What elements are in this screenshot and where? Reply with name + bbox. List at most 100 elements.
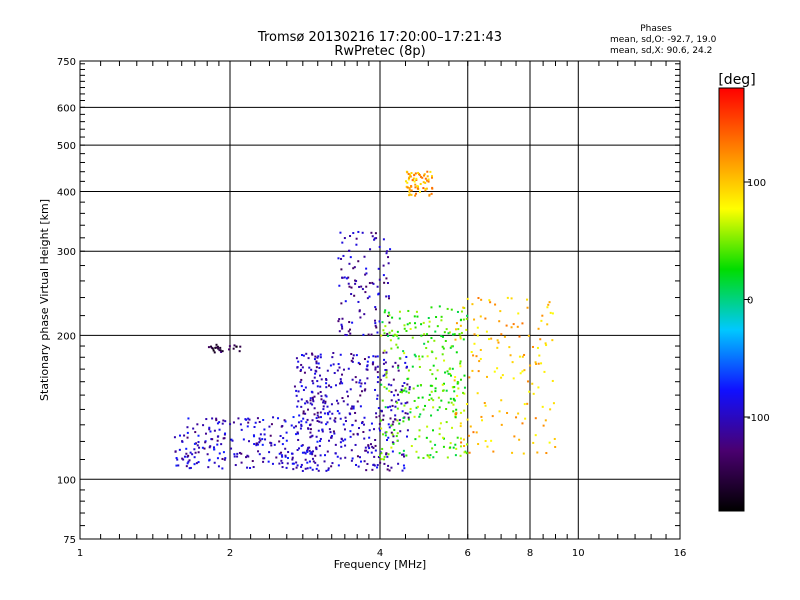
data-point [286,462,289,465]
data-point [350,352,353,355]
data-point [300,398,303,401]
data-point [367,444,370,447]
data-point [385,452,388,455]
data-point [442,437,445,440]
data-point [305,352,308,355]
data-point [395,400,398,403]
data-point [336,455,339,458]
data-point [280,454,283,457]
data-point [298,447,301,450]
data-point [297,438,300,441]
data-point [392,442,395,445]
data-point [404,402,407,405]
data-point [480,298,483,301]
data-point [374,322,377,325]
data-point [442,445,445,448]
data-point [473,342,476,345]
data-point [300,444,303,447]
data-point [453,379,456,382]
data-point [423,333,426,336]
data-point [331,356,334,359]
plot-grid [80,61,680,539]
data-point [302,354,305,357]
data-point [547,303,550,306]
data-point [418,358,421,361]
data-point [311,419,314,422]
data-point [494,303,497,306]
data-point [374,368,377,371]
data-point [262,460,265,463]
data-point [390,391,393,394]
data-point [475,355,478,358]
data-point [364,446,367,449]
data-point [218,421,221,424]
data-point [246,466,249,469]
data-point [374,449,377,452]
data-point [444,339,447,342]
data-point [235,345,238,348]
data-point [376,371,379,374]
data-point [293,385,296,388]
data-point [284,420,287,423]
data-point [422,456,425,459]
data-point [423,173,426,176]
y-tick-label: 300 [57,247,76,258]
data-point [389,339,392,342]
data-point [322,405,325,408]
data-point [441,353,444,356]
data-point [554,445,557,448]
data-point [387,262,390,265]
data-point [402,449,405,452]
data-point [193,442,196,445]
data-point [296,366,299,369]
data-point [239,345,242,348]
data-point [341,382,344,385]
data-point [506,296,509,299]
data-point [341,317,344,320]
data-point [521,322,524,325]
colorbar-ticks: 100 0 -100 [744,178,770,424]
data-point [300,405,303,408]
data-point [425,347,428,350]
data-point [334,384,337,387]
data-point [496,367,499,370]
data-point [428,194,431,197]
data-point [296,405,299,408]
data-point [391,450,394,453]
data-point [420,334,423,337]
data-point [394,414,397,417]
data-point [459,422,462,425]
data-point [489,301,492,304]
data-point [300,424,303,427]
data-point [342,254,345,257]
data-point [372,446,375,449]
data-point [534,361,537,364]
data-point [325,386,328,389]
data-point [332,363,335,366]
data-point [416,187,419,190]
data-point [357,427,360,430]
data-point [369,443,372,446]
data-point [344,456,347,459]
data-point [413,399,416,402]
data-point [418,415,421,418]
data-point [296,464,299,467]
data-point [356,455,359,458]
data-point [378,278,381,281]
data-point [343,237,346,240]
data-point [409,327,412,330]
data-point [429,454,432,457]
data-point [462,338,465,341]
data-point [189,451,192,454]
data-point [465,452,468,455]
x-tick-label: 8 [527,548,533,559]
data-point [349,388,352,391]
data-point [354,282,357,285]
data-point [350,293,353,296]
data-point [424,181,427,184]
data-point [383,455,386,458]
data-point [392,334,395,337]
data-point [320,421,323,424]
data-point [364,273,367,276]
data-point [367,333,370,336]
